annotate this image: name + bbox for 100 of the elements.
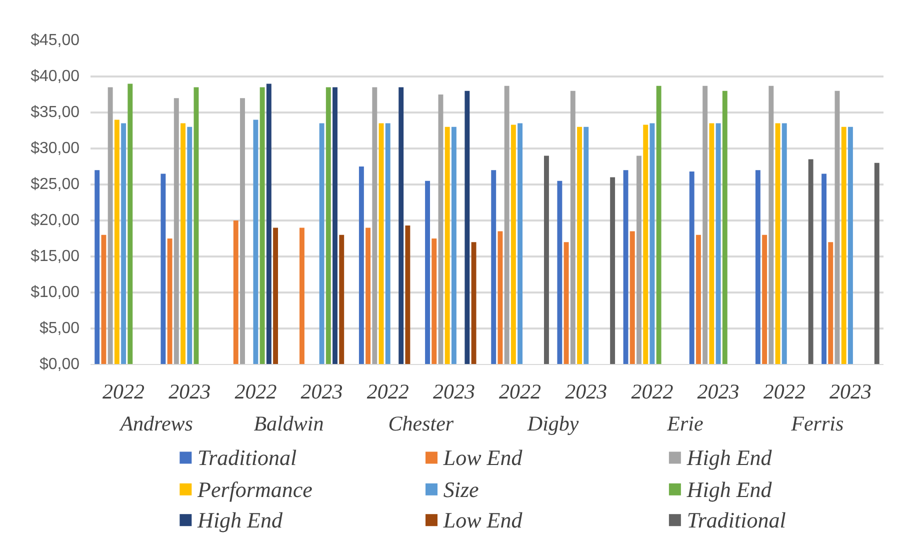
x-tick-label: 2023: [829, 380, 872, 404]
bar: [610, 177, 616, 364]
bar: [491, 170, 496, 364]
bar: [570, 90, 576, 364]
x-tick-label: 2022: [763, 380, 806, 404]
bar: [398, 87, 404, 364]
x-tick-label: 2023: [432, 380, 475, 404]
y-tick-label: $20,00: [30, 212, 80, 229]
bar: [372, 87, 378, 364]
bar: [266, 84, 272, 364]
legend-label: Performance: [196, 476, 313, 502]
bar: [332, 87, 338, 364]
y-tick-label: $40,00: [30, 68, 80, 85]
bar: [339, 234, 344, 364]
bar: [194, 87, 199, 364]
legend-label: Size: [443, 476, 480, 502]
bar: [564, 242, 569, 364]
bar: [577, 126, 582, 364]
bar: [656, 86, 662, 364]
bar: [755, 170, 760, 364]
y-tick-label: $30,00: [30, 140, 80, 157]
x-tick-label: 2022: [631, 380, 674, 404]
bar: [108, 87, 113, 364]
legend-label: Low End: [442, 445, 524, 470]
bar: [326, 87, 331, 364]
bar: [518, 123, 523, 364]
x-tick-label: 2022: [366, 380, 410, 404]
bar: [233, 220, 238, 364]
x-tick-label: 2022: [499, 380, 542, 404]
legend-label: High End: [686, 476, 773, 502]
bar: [174, 98, 179, 364]
bar: [557, 180, 562, 364]
bar: [716, 123, 721, 364]
y-tick-label: $35,00: [30, 104, 80, 121]
bar: [319, 123, 324, 364]
bar: [768, 86, 774, 364]
bar: [425, 180, 430, 364]
bar: [808, 159, 814, 364]
bar: [762, 234, 768, 364]
y-tick-label: $5,00: [39, 320, 80, 337]
legend-label: Traditional: [686, 508, 786, 533]
text: Andrews: [118, 412, 193, 436]
bar: [636, 156, 642, 364]
x-tick-label: 2023: [300, 380, 343, 404]
legend-label: Traditional: [198, 445, 297, 470]
bar: [696, 234, 701, 364]
bar: [822, 174, 827, 364]
bar: [544, 156, 549, 364]
bar: [630, 231, 635, 364]
bar: [650, 123, 655, 364]
bar: [464, 90, 470, 364]
bar: [432, 238, 437, 364]
bar: [775, 123, 780, 364]
bar: [358, 166, 364, 364]
x-tick-label: 2023: [697, 380, 740, 404]
bar: [841, 126, 846, 364]
bar: [260, 87, 265, 364]
bar: [504, 86, 510, 364]
x-tick-label: 2022: [234, 380, 278, 404]
bar: [471, 242, 476, 364]
bar: [451, 126, 456, 364]
bar: [253, 120, 258, 364]
bar: [702, 86, 708, 364]
bar: [128, 84, 133, 364]
bar: [722, 90, 728, 364]
text: Chester: [388, 412, 454, 436]
text: Digby: [526, 412, 580, 436]
bar: [623, 170, 628, 364]
bar: [444, 126, 450, 364]
bar: [709, 123, 714, 364]
bar: [874, 162, 880, 364]
bar: [167, 238, 172, 364]
text: Erie: [666, 412, 704, 436]
bar: [834, 90, 840, 364]
bar: [114, 120, 120, 364]
bar: [121, 123, 126, 364]
bar: [101, 234, 106, 364]
bar: [366, 228, 371, 364]
bar: [160, 174, 166, 364]
bar: [510, 124, 516, 364]
text: Baldwin: [254, 412, 324, 436]
bar: [848, 126, 853, 364]
bar: [385, 123, 390, 364]
bar: [180, 123, 186, 364]
y-tick-label: $45,00: [30, 32, 80, 49]
y-tick-label: $0,00: [39, 356, 80, 373]
y-tick-label: $10,00: [30, 284, 80, 301]
bar: [299, 228, 304, 364]
x-tick-label: 2023: [168, 380, 211, 404]
bar: [94, 170, 100, 364]
bar: [378, 123, 384, 364]
text: Ferris: [790, 412, 844, 436]
bar: [240, 98, 245, 364]
y-tick-label: $25,00: [30, 176, 80, 193]
x-tick-label: 2022: [102, 380, 146, 404]
x-tick-label: 2023: [565, 380, 608, 404]
bar: [643, 124, 648, 364]
bar: [828, 242, 834, 364]
bar: [689, 172, 694, 364]
bar: [273, 228, 278, 364]
